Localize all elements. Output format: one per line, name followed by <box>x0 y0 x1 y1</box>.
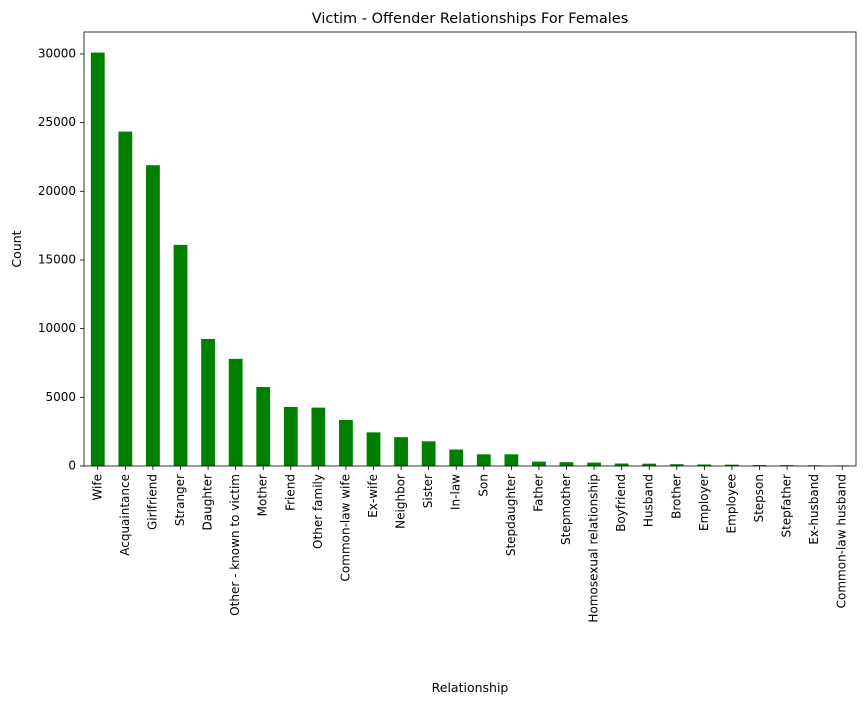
x-tick-label: Employee <box>724 474 738 533</box>
x-tick-label: Employer <box>697 474 711 531</box>
bar-acquaintance <box>118 131 133 466</box>
bar-other-known-to-victim <box>228 358 243 466</box>
bar-stranger <box>173 244 188 466</box>
x-tick-label: Brother <box>669 474 683 519</box>
y-axis-ticks: 0 5000 10000 15000 20000 25000 30000 <box>38 46 84 473</box>
y-tick-label: 5000 <box>45 390 76 404</box>
plot-frame <box>83 31 857 467</box>
bar-stepson <box>752 465 767 466</box>
bar-in-law <box>449 449 464 466</box>
x-tick-label: Stepdaughter <box>504 474 518 556</box>
bar-friend <box>283 406 298 466</box>
x-tick-label: Acquaintance <box>118 474 132 556</box>
x-tick-label: Ex-husband <box>807 474 821 545</box>
x-tick-label: Common-law husband <box>835 474 849 608</box>
y-tick-label: 25000 <box>38 115 76 129</box>
x-tick-label: Other - known to victim <box>228 474 242 616</box>
x-tick-label: Neighbor <box>394 474 408 529</box>
bar-father <box>532 461 546 466</box>
x-tick-label: Boyfriend <box>614 474 628 532</box>
bar-daughter <box>201 338 215 466</box>
bar-common-law-wife <box>339 419 353 466</box>
bar-stepfather <box>780 465 794 466</box>
x-tick-label: Ex-wife <box>366 474 380 518</box>
bar-employer <box>697 464 712 466</box>
bar-son <box>476 454 491 466</box>
bar-stepmother <box>559 462 574 466</box>
x-tick-label: Sister <box>421 474 435 508</box>
bar-ex-wife <box>366 432 381 466</box>
x-tick-label: Husband <box>642 474 656 527</box>
bar-girlfriend <box>146 165 160 467</box>
x-tick-label: Other family <box>311 474 325 549</box>
bar-employee <box>725 464 739 466</box>
x-tick-label: Common-law wife <box>338 474 352 581</box>
y-tick-label: 15000 <box>38 252 76 266</box>
bar-mother <box>256 387 271 466</box>
x-tick-label: Girlfriend <box>145 474 159 530</box>
chart-title: Victim - Offender Relationships For Fema… <box>312 11 629 27</box>
x-tick-label: Stepfather <box>780 474 794 538</box>
x-tick-label: In-law <box>449 474 463 510</box>
x-tick-label: Wife <box>90 474 104 501</box>
bar-homosexual-relationship <box>587 462 601 466</box>
x-tick-label: Mother <box>256 474 270 516</box>
bar-neighbor <box>394 437 408 466</box>
x-tick-label: Father <box>531 474 545 512</box>
y-tick-label: 20000 <box>38 184 76 198</box>
bar-husband <box>642 463 657 466</box>
y-tick-label: 30000 <box>38 46 76 60</box>
bar-boyfriend <box>614 463 629 466</box>
bar-sister <box>421 441 436 466</box>
x-axis-ticks: Wife Acquaintance Girlfriend Stranger Daught… <box>90 466 849 623</box>
bar-stepdaughter <box>504 454 519 466</box>
y-tick-label: 10000 <box>38 321 76 335</box>
x-axis-label: Relationship <box>432 680 509 695</box>
y-tick-label: 0 <box>68 459 76 473</box>
x-tick-label: Daughter <box>201 474 215 531</box>
x-tick-label: Stranger <box>173 474 187 526</box>
x-tick-label: Stepson <box>752 474 766 523</box>
x-tick-label: Stepmother <box>559 474 573 545</box>
y-axis-label: Count <box>9 230 24 267</box>
bar-brother <box>669 464 684 466</box>
bars-group <box>90 52 850 467</box>
bar-wife <box>90 52 105 467</box>
bar-other-family <box>311 407 326 466</box>
x-tick-label: Friend <box>283 474 297 511</box>
x-tick-label: Son <box>476 474 490 497</box>
x-tick-label: Homosexual relationship <box>587 474 601 623</box>
